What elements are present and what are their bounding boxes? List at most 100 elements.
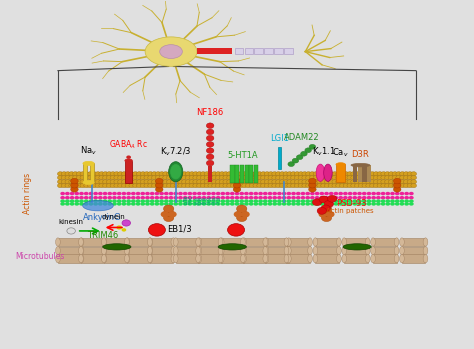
Ellipse shape <box>147 238 152 246</box>
Bar <box>58 254 82 263</box>
Circle shape <box>309 178 316 184</box>
Circle shape <box>131 202 136 206</box>
Circle shape <box>261 180 266 184</box>
Circle shape <box>174 180 180 184</box>
Circle shape <box>257 180 263 184</box>
Circle shape <box>140 180 146 184</box>
Bar <box>336 164 346 183</box>
Circle shape <box>148 176 154 180</box>
Circle shape <box>358 184 364 188</box>
Circle shape <box>366 184 372 188</box>
Circle shape <box>185 172 191 176</box>
Ellipse shape <box>371 238 375 246</box>
Circle shape <box>242 176 247 180</box>
Circle shape <box>206 135 214 141</box>
Circle shape <box>70 199 74 203</box>
Circle shape <box>230 202 235 206</box>
Circle shape <box>393 187 401 192</box>
Circle shape <box>163 180 168 184</box>
Circle shape <box>170 184 176 188</box>
Text: Actin patches: Actin patches <box>326 208 374 214</box>
Circle shape <box>84 199 89 203</box>
Circle shape <box>381 176 386 180</box>
Circle shape <box>334 196 338 199</box>
Circle shape <box>144 176 150 180</box>
Circle shape <box>121 180 127 184</box>
Circle shape <box>106 184 112 188</box>
Circle shape <box>84 202 89 206</box>
Ellipse shape <box>284 246 289 255</box>
Circle shape <box>73 180 78 184</box>
Circle shape <box>296 192 301 195</box>
Circle shape <box>411 172 417 176</box>
Circle shape <box>384 180 390 184</box>
Circle shape <box>178 202 183 206</box>
Circle shape <box>95 176 100 180</box>
Circle shape <box>253 184 259 188</box>
Circle shape <box>324 200 334 207</box>
Ellipse shape <box>219 238 224 246</box>
Circle shape <box>102 180 108 184</box>
Circle shape <box>407 172 413 176</box>
Circle shape <box>385 196 390 199</box>
Circle shape <box>178 172 183 176</box>
Circle shape <box>264 180 270 184</box>
Circle shape <box>137 184 142 188</box>
Circle shape <box>174 184 180 188</box>
Bar <box>373 246 397 255</box>
Circle shape <box>155 187 163 192</box>
Circle shape <box>159 176 164 180</box>
Circle shape <box>385 202 390 206</box>
Circle shape <box>223 176 228 180</box>
Circle shape <box>370 172 375 176</box>
Circle shape <box>89 192 93 195</box>
Circle shape <box>173 196 178 199</box>
Ellipse shape <box>148 254 153 263</box>
Circle shape <box>206 123 214 128</box>
Circle shape <box>211 192 216 195</box>
Text: kinesin: kinesin <box>59 219 83 225</box>
Circle shape <box>390 196 395 199</box>
Circle shape <box>268 196 273 199</box>
Circle shape <box>238 180 244 184</box>
Circle shape <box>384 176 390 180</box>
Circle shape <box>89 196 93 199</box>
Circle shape <box>306 180 311 184</box>
Circle shape <box>377 184 383 188</box>
Circle shape <box>192 192 197 195</box>
Circle shape <box>319 196 324 199</box>
Circle shape <box>283 172 289 176</box>
Circle shape <box>65 184 71 188</box>
Circle shape <box>197 199 201 203</box>
Circle shape <box>88 176 93 180</box>
Circle shape <box>376 196 381 199</box>
Circle shape <box>95 184 100 188</box>
Circle shape <box>228 224 245 236</box>
Circle shape <box>396 176 401 180</box>
Circle shape <box>178 192 183 195</box>
Circle shape <box>61 176 67 180</box>
Bar <box>373 254 397 263</box>
Circle shape <box>272 176 277 180</box>
Circle shape <box>118 176 123 180</box>
Bar <box>176 246 199 255</box>
Circle shape <box>155 196 159 199</box>
Circle shape <box>163 184 168 188</box>
Circle shape <box>114 184 119 188</box>
Circle shape <box>312 199 322 206</box>
Bar <box>81 238 104 246</box>
Circle shape <box>155 172 161 176</box>
Circle shape <box>286 202 291 206</box>
Circle shape <box>206 142 214 147</box>
Ellipse shape <box>423 246 428 255</box>
Circle shape <box>381 192 385 195</box>
Circle shape <box>362 184 368 188</box>
Circle shape <box>57 176 63 180</box>
Circle shape <box>117 196 121 199</box>
Circle shape <box>366 176 372 180</box>
Ellipse shape <box>171 254 176 263</box>
Circle shape <box>164 199 169 203</box>
Bar <box>83 163 87 183</box>
Circle shape <box>301 192 305 195</box>
Circle shape <box>357 196 362 199</box>
